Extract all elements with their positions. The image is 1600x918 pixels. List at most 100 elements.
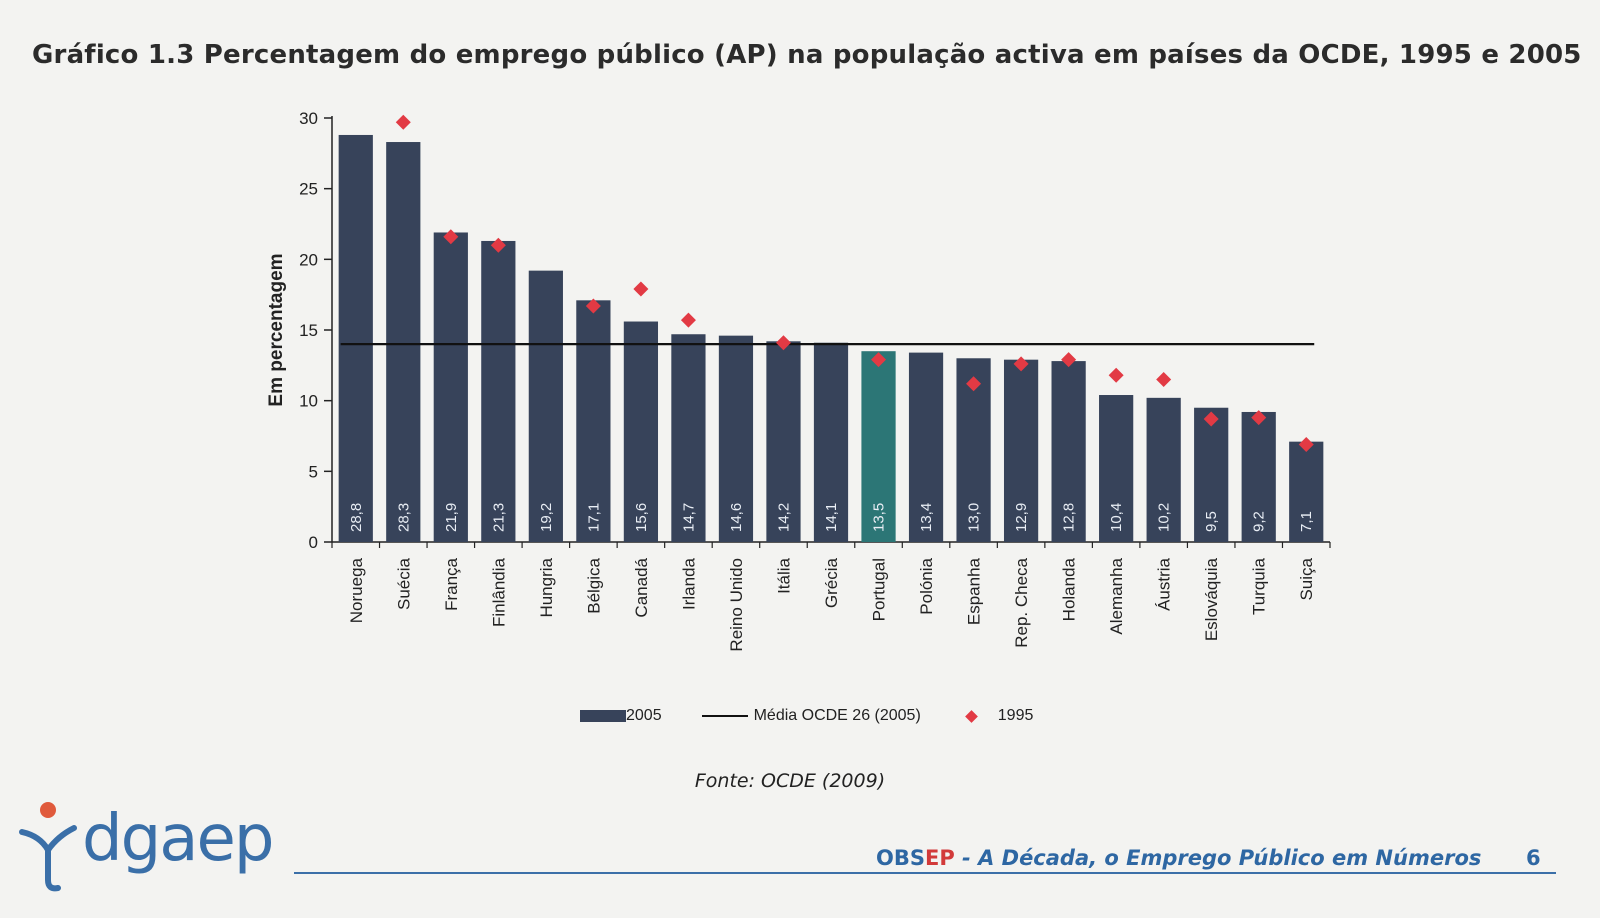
footer-obs: OBS [876, 846, 925, 870]
y-axis-label: Em percentagem [266, 253, 287, 406]
bar-value-label: 13,4 [918, 503, 935, 532]
footer-ep: EP [924, 846, 955, 870]
footer-rule [294, 872, 1556, 874]
marker-1995-su-cia [395, 114, 411, 130]
category-label: Rep. Checa [1012, 557, 1031, 647]
category-label: Reino Unido [727, 558, 746, 652]
category-label: Espanha [965, 557, 984, 625]
marker-1995-holanda [1061, 352, 1077, 368]
legend-label-2005: 2005 [626, 707, 662, 724]
bar-value-label: 13,0 [966, 503, 983, 532]
marker-1995-portugal [871, 352, 887, 368]
category-label: Noruega [347, 557, 366, 623]
bar-noruega [338, 134, 373, 542]
y-tick-label: 30 [299, 109, 318, 128]
category-label: Canadá [632, 557, 651, 617]
page-number: 6 [1526, 846, 1541, 870]
marker-1995-canad- [633, 281, 649, 297]
bar-fran-a [433, 232, 468, 543]
marker-1995-turquia [1251, 410, 1267, 426]
legend-swatch-diamond [964, 709, 978, 723]
y-tick-label: 20 [299, 250, 318, 269]
bar-holanda [1051, 361, 1086, 542]
bar--ustria [1146, 397, 1181, 542]
bar-value-label: 13,5 [871, 503, 888, 532]
category-label: Irlanda [679, 557, 698, 610]
bar-value-label: 14,7 [680, 503, 697, 532]
legend-item-average: Média OCDE 26 (2005) [701, 707, 921, 725]
category-label: Turquia [1250, 557, 1269, 615]
legend-swatch-line [701, 715, 748, 717]
y-tick-label: 10 [299, 392, 318, 411]
logo-text: dgaep [82, 802, 274, 876]
y-tick-label: 5 [309, 462, 318, 481]
marker-1995-fran-a [443, 229, 459, 245]
bar-value-label: 19,2 [538, 503, 555, 532]
bar-value-label: 21,9 [443, 503, 460, 532]
category-label: Bélgica [584, 557, 603, 613]
category-label: França [442, 557, 461, 610]
legend-swatch-bar [580, 710, 626, 722]
bar-b-lgica [576, 300, 611, 542]
category-label: Áustria [1155, 557, 1174, 610]
bar-it-lia [766, 341, 801, 542]
category-label: Polónia [917, 557, 936, 614]
category-label: Hungria [537, 557, 556, 617]
category-label: Portugal [870, 558, 889, 621]
bar-portugal [861, 351, 896, 542]
chart: 0 5 10 15 20 25 30 28,8 28,3 21,9 21,3 19,2 17,1 15,… [266, 109, 1331, 652]
category-label: Finlândia [489, 557, 508, 627]
footer-title: OBSEP - A Década, o Emprego Público em N… [876, 846, 1481, 870]
marker-1995-it-lia [775, 335, 791, 351]
marker-1995-sui-a [1298, 436, 1314, 452]
bar-value-label: 9,5 [1203, 511, 1220, 532]
category-labels: Noruega Suécia França Finlândia Hungria Bélgi… [347, 557, 1316, 651]
bar-value-label: 21,3 [490, 503, 507, 532]
category-label: Eslováquia [1202, 557, 1221, 641]
bars-2005: 28,8 28,3 21,9 21,3 19,2 17,1 15,6 14,7 14,6 14,2… [338, 134, 1324, 543]
marker-1995-espanha [966, 376, 982, 392]
bar-value-label: 28,8 [348, 503, 365, 532]
bar-rep-checa [1003, 359, 1039, 542]
bar-eslov-quia [1194, 407, 1229, 542]
bar-value-label: 10,2 [1156, 503, 1173, 532]
bar-irlanda [671, 334, 706, 542]
chart-title: Gráfico 1.3 Percentagem do emprego públi… [32, 40, 1582, 70]
dgaep-logo: dgaep [18, 798, 288, 898]
markers-1995 [395, 114, 1314, 452]
category-label: Suiça [1297, 557, 1316, 600]
marker-1995-eslov-quia [1203, 411, 1219, 427]
bar-alemanha [1099, 395, 1134, 542]
y-tick-label: 15 [299, 321, 318, 340]
bar-finl-ndia [481, 240, 516, 542]
bar-value-label: 12,9 [1013, 503, 1030, 532]
marker-1995-b-lgica [585, 298, 601, 314]
bar-hungria [528, 270, 563, 542]
bar-reino-unido [718, 335, 754, 542]
bar-value-label: 14,6 [728, 503, 745, 532]
source-note: Fonte: OCDE (2009) [694, 770, 886, 792]
marker-1995-rep-checa [1013, 356, 1029, 372]
bar-canad- [623, 321, 659, 542]
marker-1995-irlanda [680, 312, 696, 328]
bar-value-label: 10,4 [1108, 503, 1125, 532]
bar-pol-nia [908, 352, 944, 542]
marker-1995-alemanha [1108, 367, 1124, 383]
bar-value-label: 15,6 [633, 503, 650, 532]
footer-rest: - A Década, o Emprego Público em Números [954, 846, 1482, 870]
bar-value-label: 12,8 [1061, 503, 1078, 532]
bar-gr-cia [813, 342, 849, 542]
category-label: Holanda [1060, 557, 1079, 621]
category-label: Grécia [822, 557, 841, 608]
y-tick-label: 0 [309, 533, 318, 552]
person-icon [19, 802, 77, 892]
marker-1995--ustria [1156, 371, 1172, 387]
bar-value-label: 7,1 [1298, 511, 1315, 532]
bar-su-cia [386, 142, 421, 542]
legend-label-average: Média OCDE 26 (2005) [753, 707, 921, 724]
legend-item-1995: 1995 [961, 707, 1033, 725]
bar-value-label: 14,1 [823, 503, 840, 532]
bar-value-label: 28,3 [395, 503, 412, 532]
category-label: Suécia [394, 557, 413, 610]
bar-value-label: 14,2 [775, 503, 792, 532]
